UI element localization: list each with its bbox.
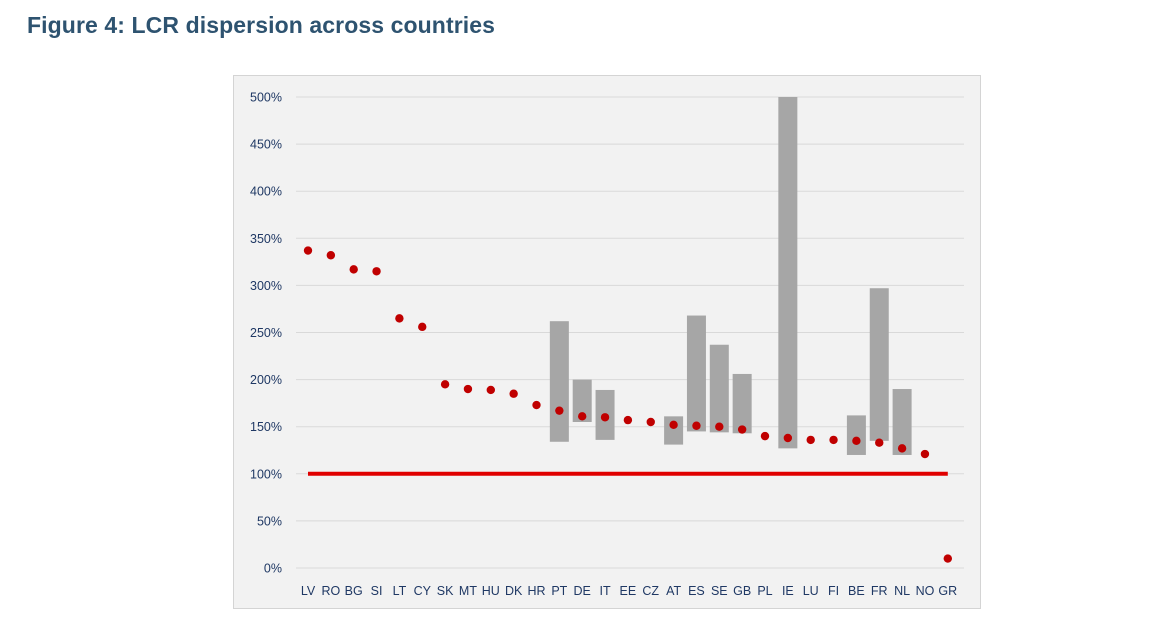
x-tick-label: MT <box>459 584 477 598</box>
y-tick-label: 200% <box>250 373 282 387</box>
x-tick-label: PT <box>551 584 567 598</box>
lcr-point-gr <box>943 554 952 563</box>
lcr-point-hu <box>486 385 495 395</box>
lcr-point-nl <box>897 444 907 453</box>
lcr-point-fr <box>875 438 884 447</box>
lcr-point-es <box>692 421 701 430</box>
grid-layer <box>296 96 964 569</box>
lcr-point-pt <box>555 406 564 415</box>
lcr-point-hr <box>532 400 541 410</box>
x-tick-label: BE <box>848 584 865 598</box>
x-tick-label: ES <box>688 584 705 598</box>
range-bar-se <box>709 344 729 433</box>
range-bar-at <box>664 416 684 445</box>
x-tick-label: NO <box>916 584 935 598</box>
lcr-point-bg <box>349 265 358 274</box>
x-tick-label: SI <box>371 584 383 598</box>
range-bar-fr <box>869 288 889 441</box>
lcr-point-ro <box>326 251 336 260</box>
lcr-point-de <box>578 412 587 421</box>
dots-layer <box>303 246 952 563</box>
lcr-point-cz <box>646 417 655 427</box>
x-tick-label: IT <box>599 584 610 598</box>
range-bar-ie <box>778 97 798 449</box>
y-tick-label: 350% <box>250 232 282 246</box>
lcr-point-dk <box>509 389 518 398</box>
lcr-point-lt <box>395 314 404 323</box>
range-bars-layer <box>549 97 912 455</box>
x-tick-label: FI <box>828 584 839 598</box>
range-bar-de <box>572 379 592 422</box>
lcr-point-se <box>715 422 724 431</box>
x-axis-ticks: LV RO BG SI LT CY SK MT HU DK HR PT DE IT EE CZ AT ES SE GB… <box>301 584 957 598</box>
x-tick-label: PL <box>757 584 772 598</box>
lcr-point-be <box>852 436 861 446</box>
lcr-point-sk <box>440 380 450 389</box>
x-tick-label: CY <box>414 584 432 598</box>
lcr-point-it <box>600 413 610 422</box>
x-tick-label: RO <box>321 584 340 598</box>
lcr-point-ie <box>783 433 793 443</box>
x-tick-label: CZ <box>642 584 659 598</box>
lcr-point-ee <box>623 415 633 425</box>
x-tick-label: BG <box>345 584 363 598</box>
x-tick-label: AT <box>666 584 681 598</box>
lcr-point-si <box>372 267 381 276</box>
x-tick-label: SK <box>437 584 454 598</box>
lcr-point-mt <box>463 384 473 394</box>
y-tick-label: 500% <box>250 91 282 105</box>
lcr-point-no <box>920 449 930 459</box>
y-tick-label: 450% <box>250 138 282 152</box>
lcr-point-gb <box>737 425 747 434</box>
x-tick-label: DE <box>574 584 591 598</box>
y-tick-label: 100% <box>250 467 282 481</box>
x-tick-label: FR <box>871 584 888 598</box>
y-tick-label: 400% <box>250 185 282 199</box>
x-tick-label: DK <box>505 584 523 598</box>
y-tick-label: 300% <box>250 279 282 293</box>
y-tick-label: 50% <box>257 514 282 528</box>
range-bar-gb <box>732 373 752 434</box>
lcr-dispersion-chart: 0% 50% 100% 150% 200% 250% 300% 350% 400% 450% 500… <box>250 91 964 598</box>
lcr-point-lu <box>806 435 815 445</box>
y-tick-label: 250% <box>250 326 282 340</box>
chart-area: 0% 50% 100% 150% 200% 250% 300% 350% 400% 450% 500… <box>233 75 981 609</box>
x-tick-label: LT <box>393 584 407 598</box>
x-tick-label: HU <box>482 584 500 598</box>
x-tick-label: GR <box>938 584 957 598</box>
y-axis-ticks: 0% 50% 100% 150% 200% 250% 300% 350% 400% 450% 500… <box>250 91 282 576</box>
range-bar-nl <box>892 389 912 455</box>
x-tick-label: GB <box>733 584 751 598</box>
figure-title: Figure 4: LCR dispersion across countrie… <box>27 12 496 38</box>
y-tick-label: 150% <box>250 420 282 434</box>
x-tick-label: EE <box>620 584 637 598</box>
x-tick-label: SE <box>711 584 728 598</box>
x-tick-label: LU <box>803 584 819 598</box>
lcr-point-at <box>669 420 678 430</box>
y-tick-label: 0% <box>264 562 282 576</box>
lcr-point-lv <box>303 246 313 255</box>
range-bar-be <box>846 415 866 455</box>
lcr-point-pl <box>760 431 770 441</box>
x-tick-label: LV <box>301 584 316 598</box>
lcr-point-cy <box>418 322 427 332</box>
x-tick-label: HR <box>527 584 545 598</box>
range-bar-es <box>686 315 706 432</box>
lcr-point-fi <box>829 435 838 445</box>
range-bar-pt <box>549 321 569 442</box>
x-tick-label: NL <box>894 584 910 598</box>
x-tick-label: IE <box>782 584 794 598</box>
